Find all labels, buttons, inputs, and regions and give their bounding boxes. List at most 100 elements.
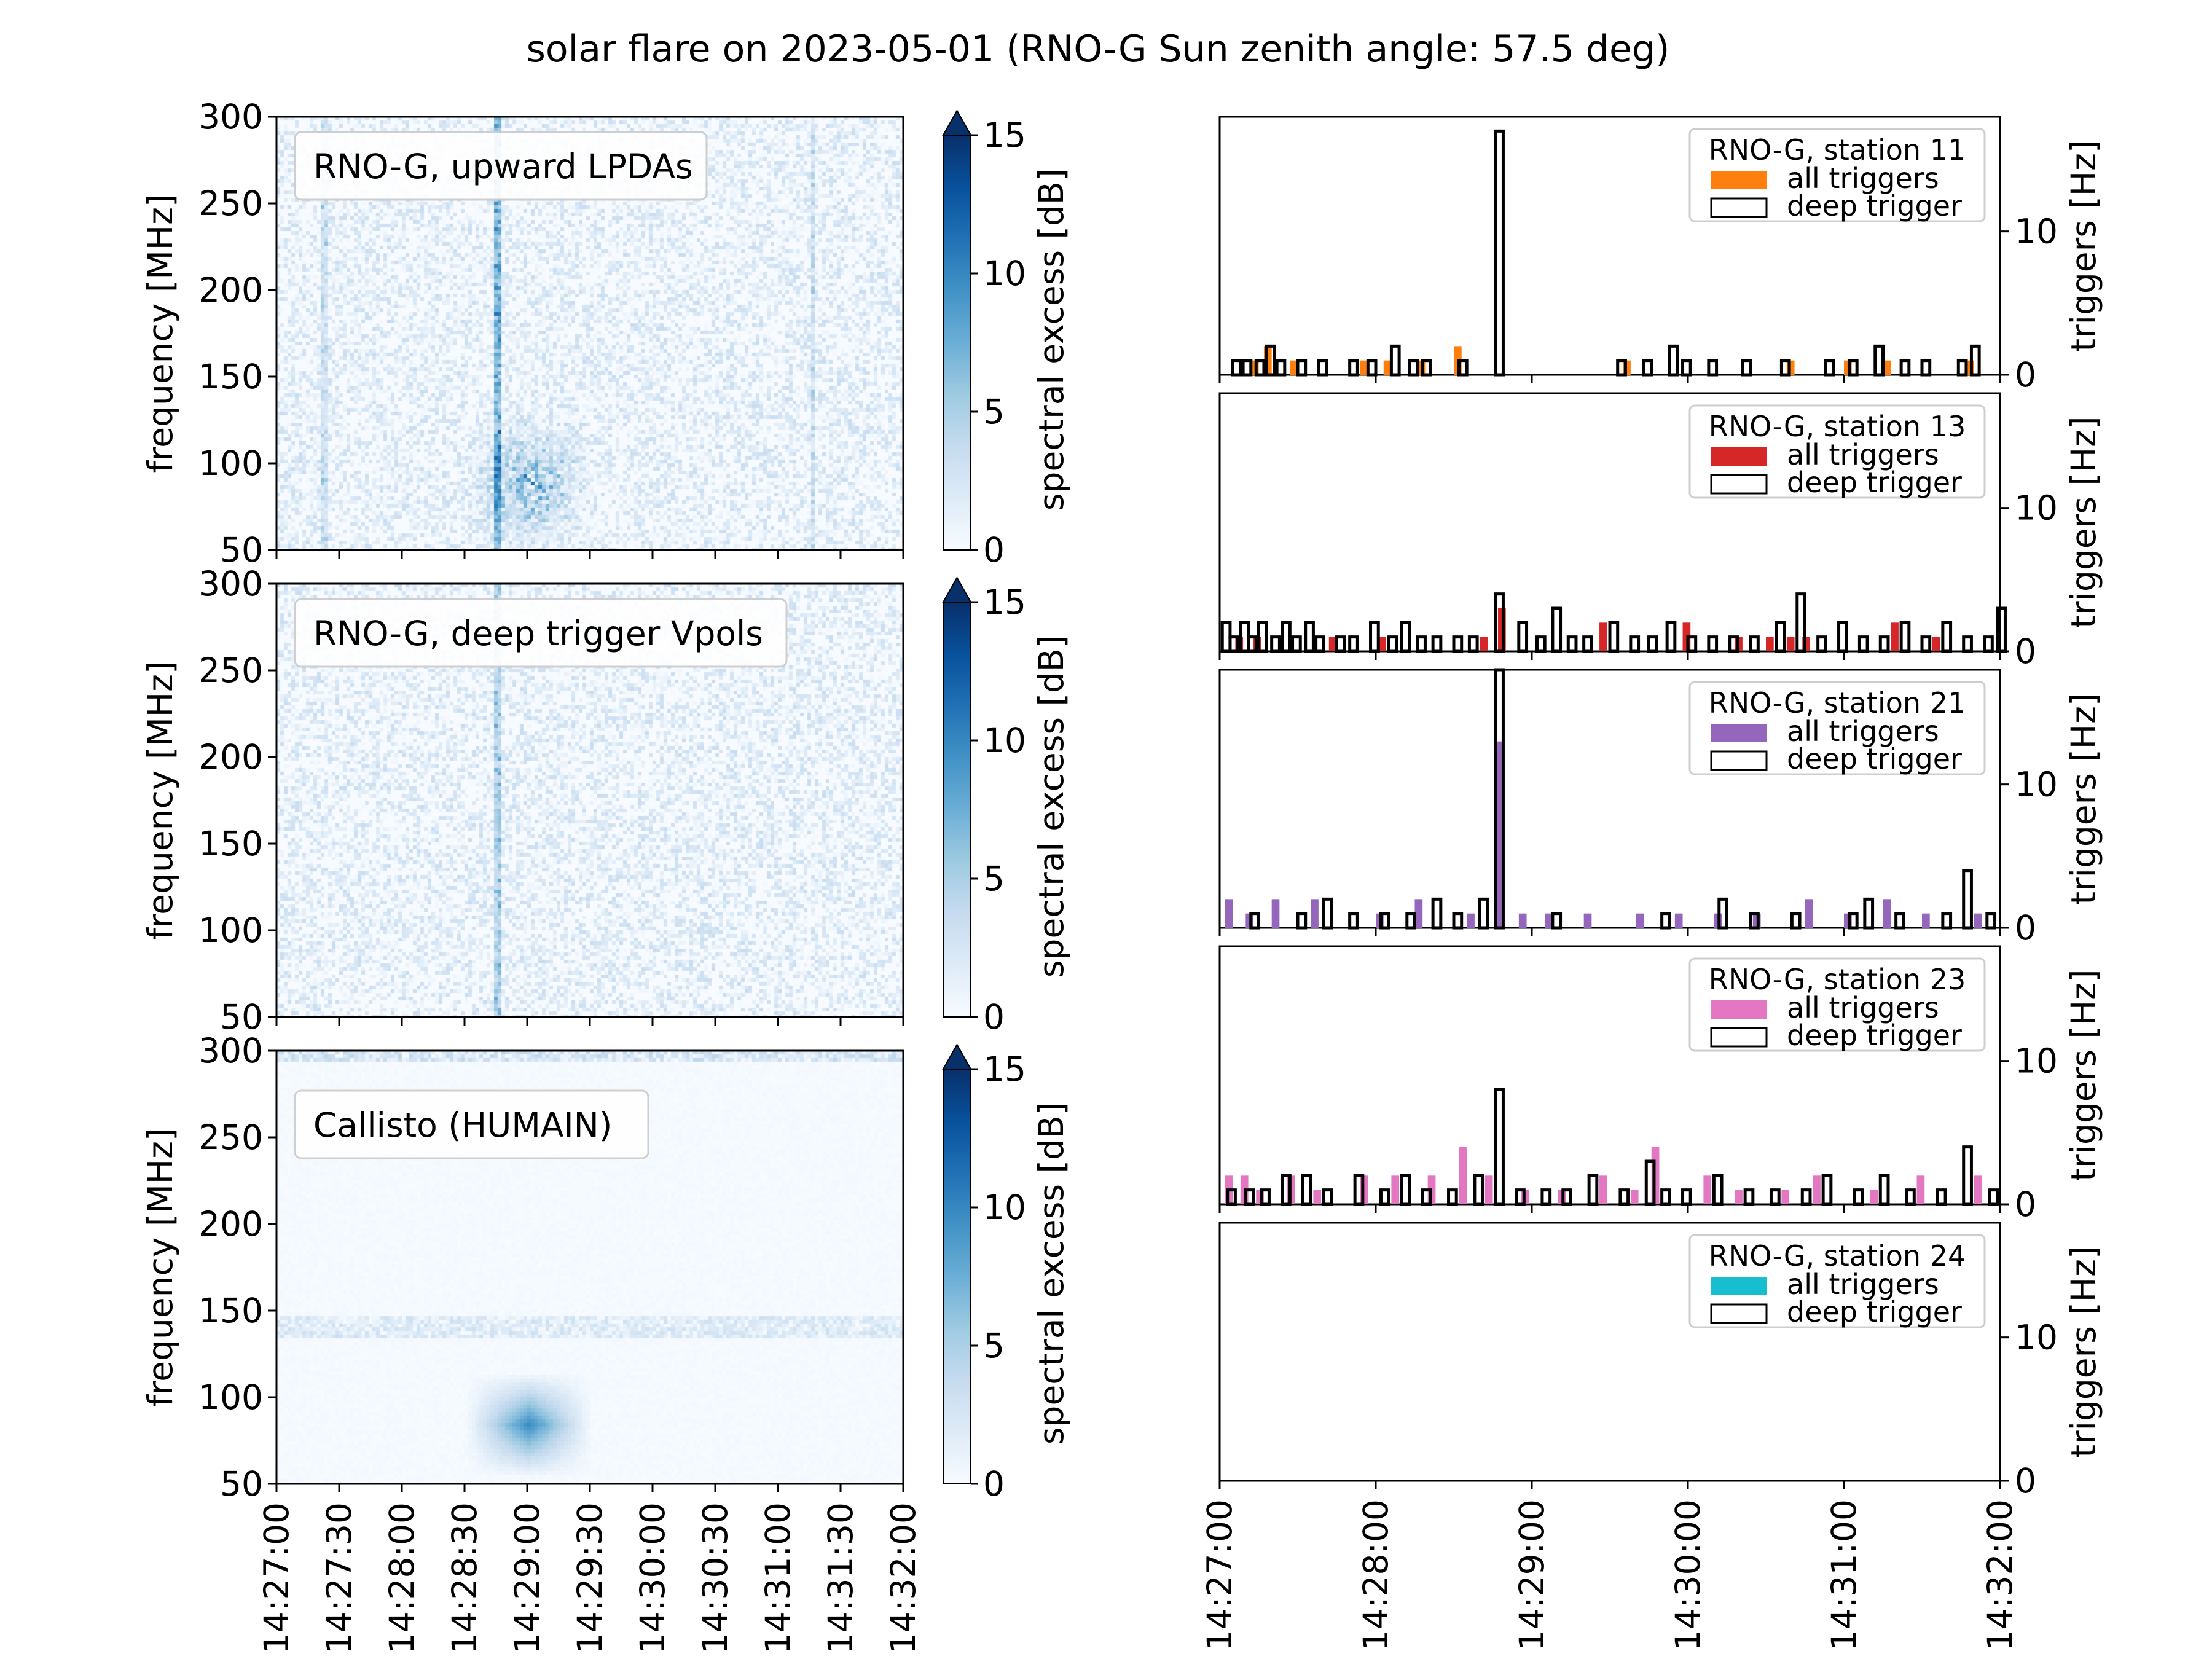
legend-title: RNO-G, station 11 bbox=[1709, 133, 1966, 167]
legend-label-deep-trigger: deep trigger bbox=[1787, 466, 1962, 499]
y-tick-label: 50 bbox=[220, 997, 263, 1037]
deep-trigger-bar bbox=[1941, 621, 1953, 653]
deep-trigger-bar bbox=[1821, 1174, 1833, 1206]
legend-title: RNO-G, station 24 bbox=[1709, 1239, 1966, 1273]
deep-trigger-bar bbox=[1681, 1188, 1692, 1206]
deep-trigger-bar bbox=[1644, 1159, 1656, 1206]
all-triggers-bar bbox=[1766, 637, 1774, 651]
deep-trigger-bar bbox=[1452, 912, 1464, 930]
legend-swatch-all-triggers bbox=[1711, 171, 1767, 189]
deep-trigger-bar bbox=[1317, 359, 1328, 377]
all-triggers-bar bbox=[1545, 913, 1553, 928]
deep-trigger-bar bbox=[1712, 1174, 1724, 1206]
all-triggers-bar bbox=[1360, 360, 1368, 375]
all-triggers-bar bbox=[1974, 913, 1982, 928]
all-triggers-bar bbox=[1583, 913, 1592, 928]
all-triggers-bar bbox=[1599, 1175, 1607, 1204]
colorbar-label: spectral excess [dB] bbox=[1032, 635, 1071, 978]
all-triggers-bar bbox=[1484, 1175, 1493, 1204]
deep-trigger-bar bbox=[1301, 1174, 1312, 1206]
all-triggers-bar bbox=[1459, 1147, 1467, 1204]
x-tick-label: 14:28:30 bbox=[445, 1502, 484, 1654]
y-tick-label: 10 bbox=[2015, 1041, 2058, 1081]
y-tick-label: 200 bbox=[198, 270, 263, 310]
trigger-rate-column: 0 10 triggers [Hz] RNO-G, station 11 all tri… bbox=[1200, 116, 2103, 1651]
y-tick-label: 200 bbox=[198, 1204, 263, 1244]
deep-trigger-bar bbox=[1608, 621, 1620, 653]
x-tick-label: 14:29:30 bbox=[570, 1502, 610, 1654]
deep-trigger-bar bbox=[1322, 1188, 1333, 1206]
y-tick-label: 300 bbox=[198, 97, 263, 136]
deep-trigger-bar bbox=[1494, 1088, 1505, 1206]
deep-trigger-bar bbox=[1254, 359, 1266, 377]
all-triggers-bar bbox=[1674, 913, 1683, 928]
deep-trigger-bar bbox=[1291, 635, 1302, 653]
x-tick-label: 14:27:30 bbox=[320, 1502, 359, 1654]
deep-trigger-bar bbox=[1863, 897, 1875, 930]
x-tick-label: 14:29:00 bbox=[508, 1502, 547, 1654]
colorbar bbox=[943, 135, 971, 551]
legend-swatch-deep-trigger bbox=[1710, 1027, 1768, 1048]
deep-trigger-bar bbox=[1366, 359, 1378, 377]
y-tick-label: 0 bbox=[2015, 1185, 2036, 1224]
all-triggers-bar bbox=[1271, 899, 1280, 928]
deep-trigger-bar bbox=[1983, 635, 1994, 653]
colorbar-tick-label: 15 bbox=[983, 582, 1026, 622]
all-triggers-bar bbox=[1495, 741, 1504, 928]
all-triggers-bar bbox=[1891, 622, 1899, 651]
deep-trigger-bar bbox=[1985, 912, 1997, 930]
panel-label: RNO-G, upward LPDAs bbox=[313, 147, 693, 186]
deep-trigger-bar bbox=[1379, 912, 1390, 930]
colorbar-tick-label: 5 bbox=[983, 859, 1005, 898]
deep-trigger-bar bbox=[1387, 635, 1398, 653]
deep-trigger-bar bbox=[1281, 1174, 1292, 1206]
x-tick-label: 14:31:30 bbox=[821, 1502, 860, 1654]
deep-trigger-bar bbox=[1743, 1188, 1755, 1206]
legend-label-all-triggers: all triggers bbox=[1787, 438, 1939, 471]
all-triggers-bar bbox=[1599, 622, 1607, 651]
deep-trigger-bar bbox=[1962, 635, 1973, 653]
deep-trigger-bar bbox=[1878, 1174, 1890, 1206]
deep-trigger-bar bbox=[1257, 621, 1268, 653]
trigger-panel: 0 10 triggers [Hz] 14:27:00 14:28:00 14:29:00… bbox=[1200, 1222, 2103, 1651]
deep-trigger-bar bbox=[1665, 621, 1677, 653]
deep-trigger-bar bbox=[1314, 635, 1325, 653]
y-tick-label: 250 bbox=[198, 651, 263, 690]
deep-trigger-bar bbox=[1920, 359, 1932, 377]
colorbar-label: spectral excess [dB] bbox=[1032, 1102, 1071, 1445]
deep-trigger-bar bbox=[1587, 1174, 1599, 1206]
deep-trigger-bar bbox=[1616, 359, 1627, 377]
deep-trigger-bar bbox=[1400, 1174, 1411, 1206]
deep-trigger-bar bbox=[1478, 897, 1489, 930]
y-axis-label: triggers [Hz] bbox=[2064, 139, 2103, 351]
all-triggers-bar bbox=[1480, 637, 1488, 651]
deep-trigger-bar bbox=[1728, 635, 1739, 653]
x-tick-label: 14:27:00 bbox=[1200, 1499, 1239, 1651]
deep-trigger-bar bbox=[1894, 912, 1905, 930]
legend-label-deep-trigger: deep trigger bbox=[1787, 189, 1962, 222]
deep-trigger-bar bbox=[1741, 359, 1752, 377]
colorbar-tick-label: 5 bbox=[983, 392, 1005, 431]
deep-trigger-bar bbox=[1296, 912, 1308, 930]
deep-trigger-bar bbox=[1335, 635, 1346, 653]
all-triggers-bar bbox=[1630, 1190, 1639, 1204]
deep-trigger-bar bbox=[1775, 621, 1786, 653]
all-triggers-bar bbox=[1467, 913, 1475, 928]
deep-trigger-bar bbox=[1467, 635, 1479, 653]
all-triggers-bar bbox=[1290, 360, 1298, 375]
y-tick-label: 150 bbox=[198, 357, 263, 396]
legend-label-deep-trigger: deep trigger bbox=[1787, 1019, 1962, 1052]
legend-swatch-deep-trigger bbox=[1710, 474, 1768, 495]
deep-trigger-bar bbox=[1457, 359, 1469, 377]
all-triggers-bar bbox=[1313, 1190, 1322, 1204]
y-tick-label: 0 bbox=[2015, 632, 2036, 671]
deep-trigger-bar bbox=[1582, 635, 1593, 653]
deep-trigger-bar bbox=[1749, 635, 1760, 653]
deep-trigger-bar bbox=[1847, 359, 1859, 377]
legend-swatch-deep-trigger bbox=[1710, 197, 1768, 218]
